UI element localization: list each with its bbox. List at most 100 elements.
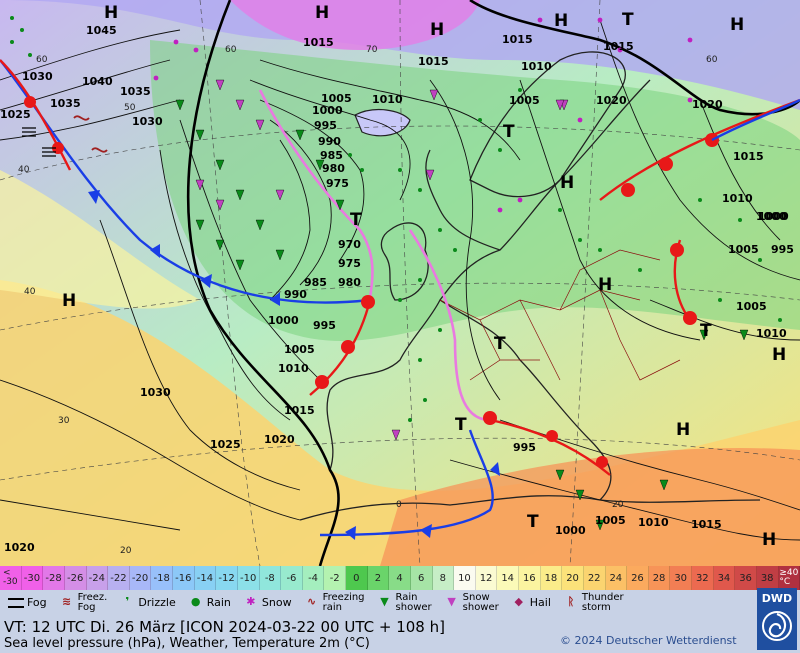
legend-rain-shower: ▼ Rain shower [377,593,431,613]
high-center: H [730,15,744,35]
snow-symbols [153,17,693,213]
scale-cell: 36 [735,566,757,590]
isobar-1015-bold [186,0,340,566]
pressure-label: 995 [513,441,536,454]
pressure-label: 1010 [722,192,753,205]
legend-snow-label: Snow [261,596,292,609]
pressure-label: 1015 [733,150,764,163]
arctic-zone [230,0,480,50]
low-center: T [527,512,539,532]
pressure-label: 975 [338,257,361,270]
green-zone [150,40,800,341]
pressure-label: 1030 [132,115,163,128]
pressure-label: 990 [318,135,341,148]
scale-cell: 34 [713,566,736,590]
isotherm-label: 0 [396,500,402,510]
high-center: H [430,20,444,40]
pressure-label: 985 [304,276,327,289]
isotherm-label: 20 [612,500,624,510]
rain-symbols [10,16,782,422]
high-center: H [62,291,76,311]
freezing-rain-symbols [73,115,108,153]
scale-cell: -20 [129,566,152,590]
pressure-label: 1025 [0,108,31,121]
hail-icon: ◆ [514,595,523,608]
low-center: T [494,334,506,354]
pressure-label: 1010 [278,362,309,375]
high-center: H [772,345,786,365]
legend-snow-shower: ▼ Snow shower [444,592,499,613]
isotherm-label: 70 [366,45,378,55]
pressure-label: 990 [284,288,307,301]
pressure-label: 1045 [86,24,117,37]
weather-legend: Fog ≋ Freez. Fog ❜ Drizzle ● Rain ✱ Snow… [0,590,800,616]
snow-shower-icon: ▼ [447,595,456,608]
legend-freezing-rain: ∿ Freezing rain [304,593,365,613]
pressure-label: 1020 [596,94,627,107]
freezing-fog-icon: ≋ [62,595,72,608]
occluded-front-uk [408,229,491,422]
legend-snow: ✱ Snow [243,596,292,609]
scale-cell: 8 [432,566,455,590]
scale-cell: -6 [281,566,303,590]
occluded-front [258,89,374,301]
high-center: H [315,3,329,23]
country-borders [439,249,681,381]
scale-cell: -28 [43,566,65,590]
legend-hail-label: Hail [529,596,551,609]
low-center: T [700,321,712,341]
scale-cell: -30 [21,566,44,590]
legend-fog: Fog [8,597,47,608]
legend-freezing-fog-label: Freez. Fog [77,592,108,613]
cold-front-east [711,98,800,142]
isotherm-label: 30 [58,416,70,426]
legend-rain: ● Rain [188,596,231,609]
warm-front-spain-bumps [315,295,375,389]
legend-drizzle: ❜ Drizzle [119,595,175,609]
isotherm-label: 40 [24,287,36,297]
pressure-label: 1040 [82,75,113,88]
atlantic-warm-zone [0,170,200,309]
fog-icon [8,598,24,608]
legend-freezing-rain-label: Freezing rain [322,592,365,613]
high-center: H [676,420,690,440]
pressure-label: 1000 [312,104,343,117]
legend-thunderstorm-label: Thunder storm [581,592,624,613]
isotherm-label: 60 [706,55,718,65]
scale-high-label: ≥40 °C [778,566,800,590]
pressure-label: 995 [313,319,336,332]
coastline-europe [326,79,651,501]
scale-cell: -4 [302,566,325,590]
pressure-label: 1015 [502,33,533,46]
low-center: T [622,10,634,30]
warm-front-italy-bumps [483,411,608,468]
thunderstorm-icon: ᚱ [567,595,575,608]
pressure-label: 1005 [728,243,759,256]
rain-shower-icon: ▼ [380,595,389,608]
scale-cell: 22 [583,566,606,590]
cold-front-triangles [88,190,280,306]
legend-snow-shower-label: Snow shower [462,592,499,613]
pressure-label: 1015 [603,40,634,53]
isotherm-label: 20 [120,546,132,556]
high-center: H [762,530,776,550]
drizzle-icon: ❜ [125,595,130,608]
cold-zone [0,0,800,110]
scale-cell: -24 [86,566,109,590]
pressure-labels: 1045 1040 1035 1030 1035 1030 1025 1015 … [0,24,794,554]
pressure-label: 975 [326,177,349,190]
scale-low-label: < -30 [0,566,22,590]
high-center: H [560,173,574,193]
pressure-label: 1030 [140,386,171,399]
warm-front-bumps [24,96,64,154]
scale-cell: 32 [692,566,714,590]
warm-front-russia [599,98,800,201]
scale-cell: 2 [367,566,390,590]
isotherm-label: 50 [124,103,136,113]
scale-cell: 16 [519,566,541,590]
pressure-label: 1010 [638,516,669,529]
pressure-label: 1000 [758,210,789,223]
isotherm-labels: 60 60 70 60 50 40 40 30 20 0 20 [18,45,718,556]
scale-cell: 10 [454,566,476,590]
scale-cell: 6 [410,566,433,590]
